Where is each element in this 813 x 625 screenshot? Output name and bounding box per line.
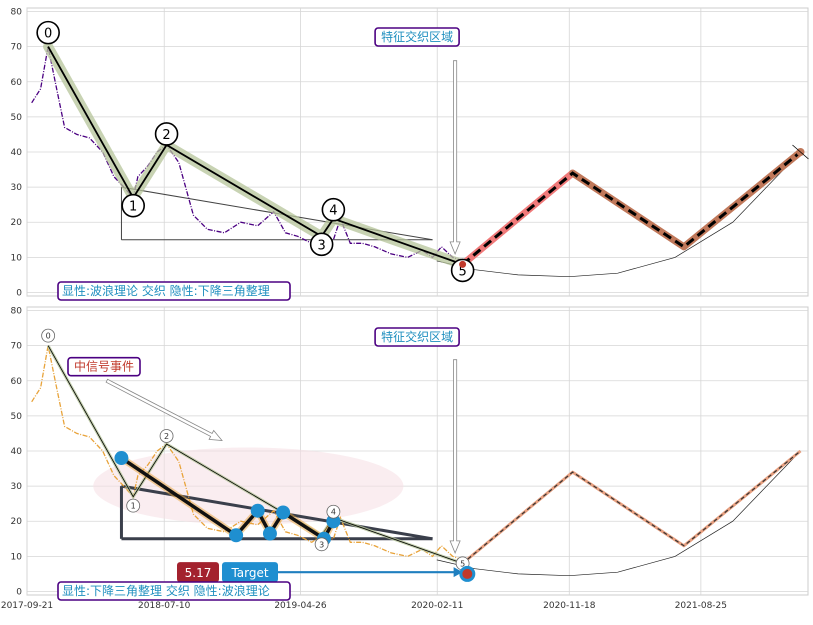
wave-point-label: 2	[162, 128, 170, 143]
wave-end-dot	[459, 260, 467, 268]
wave-point-label: 4	[331, 508, 336, 517]
y-tick-label: 30	[11, 482, 23, 492]
wave-point-marker	[154, 122, 179, 146]
x-tick-label: 2019-04-26	[274, 601, 327, 611]
wave-point-label: 1	[131, 502, 136, 511]
wave-point-label: 3	[319, 540, 324, 549]
y-tick-label: 20	[11, 517, 23, 527]
y-tick-label: 60	[11, 78, 23, 88]
signal-label-box	[67, 356, 141, 377]
wave-point-marker	[36, 20, 60, 45]
zigzag-point	[114, 451, 129, 466]
wave-point-label: 5	[458, 264, 466, 279]
target-label: Target	[230, 566, 268, 580]
y-tick-label: 20	[11, 218, 23, 228]
signal-label: 中信号事件	[74, 359, 134, 374]
price-series-line	[31, 46, 463, 262]
zone-label-box	[374, 27, 460, 47]
wave-point-label: 5	[460, 559, 465, 568]
zigzag-point	[276, 505, 291, 520]
wave-point-label: 0	[46, 332, 51, 341]
x-tick-label: 2020-02-11	[411, 601, 463, 611]
y-tick-label: 80	[11, 8, 23, 18]
y-tick-label: 30	[11, 183, 23, 193]
zone-label: 特征交织区域	[381, 329, 453, 344]
wave-point-marker	[450, 258, 475, 283]
wave-point-marker	[159, 429, 174, 443]
info-box-bottom: 显性:下降三角整理 交织 隐性:波浪理论	[62, 583, 270, 598]
y-tick-label: 70	[11, 342, 23, 352]
zone-arrow	[449, 60, 461, 255]
y-tick-label: 80	[11, 307, 23, 317]
y-tick-label: 50	[11, 412, 23, 422]
target-arrow-head	[453, 567, 463, 578]
zigzag-point	[262, 526, 277, 541]
info-box-top-box	[57, 281, 291, 301]
focus-ellipse	[93, 447, 404, 525]
price-series-line	[31, 345, 463, 561]
zigzag-point	[229, 528, 244, 543]
wave-point-label: 3	[317, 238, 325, 253]
wave-point-label: 1	[129, 200, 137, 215]
info-box-bottom-box	[57, 581, 291, 601]
y-tick-label: 70	[11, 43, 23, 53]
wave-point-marker	[309, 232, 334, 257]
price-value-box	[177, 562, 219, 583]
wave-line	[47, 345, 463, 564]
zone-arrow	[449, 359, 461, 554]
y-tick-label: 0	[16, 288, 22, 298]
wave-point-marker	[41, 328, 56, 343]
wave-point-marker	[321, 197, 346, 222]
wave-point-marker	[126, 498, 141, 513]
projection-dashed-line	[462, 450, 801, 564]
y-tick-label: 10	[11, 552, 23, 562]
x-tick-label: 2018-07-10	[138, 601, 191, 611]
zigzag-point	[326, 514, 341, 529]
target-label-box	[222, 562, 278, 583]
projection-curve	[436, 450, 801, 577]
target-point-inner	[462, 568, 473, 579]
y-tick-label: 60	[11, 377, 23, 387]
y-tick-label: 10	[11, 253, 23, 263]
projection-dashed-line	[461, 150, 802, 266]
projection-curve	[436, 151, 801, 278]
zone-label-box	[374, 327, 460, 347]
zigzag-point	[250, 503, 265, 518]
wave-point-label: 4	[329, 204, 337, 219]
zone-label: 特征交织区域	[381, 29, 453, 44]
signal-arrow	[105, 378, 223, 441]
y-tick-label: 50	[11, 113, 23, 123]
x-tick-label: 2017-09-21	[1, 601, 53, 611]
projection-end-tick	[792, 144, 809, 160]
wave-line	[47, 46, 463, 266]
y-tick-label: 0	[16, 587, 22, 597]
y-tick-label: 40	[11, 148, 23, 158]
y-tick-label: 40	[11, 447, 23, 457]
x-tick-label: 2020-11-18	[543, 601, 596, 611]
wave-point-marker	[121, 193, 146, 218]
price-value: 5.17	[185, 566, 212, 580]
info-box-top: 显性:波浪理论 交织 隐性:下降三角整理	[62, 283, 270, 298]
wave-point-label: 2	[164, 432, 169, 441]
wave-point-marker	[326, 504, 341, 519]
wave-point-marker	[314, 537, 329, 552]
wave-point-label: 0	[44, 27, 52, 42]
x-tick-label: 2021-08-25	[675, 601, 727, 611]
